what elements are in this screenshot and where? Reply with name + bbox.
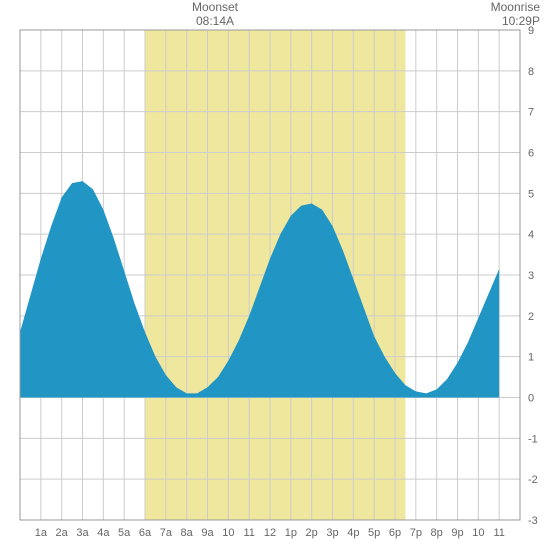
x-tick-label: 8a (181, 527, 194, 539)
y-tick-label: 3 (528, 270, 534, 282)
y-tick-label: 1 (528, 352, 534, 364)
x-tick-label: 12 (264, 527, 276, 539)
x-tick-label: 10 (472, 527, 484, 539)
chart-svg: -3-2-101234567891a2a3a4a5a6a7a8a9a101112… (0, 0, 550, 550)
x-tick-label: 6p (389, 527, 401, 539)
y-tick-label: 5 (528, 188, 534, 200)
x-tick-label: 9p (451, 527, 463, 539)
x-tick-label: 5p (368, 527, 380, 539)
x-tick-label: 8p (431, 527, 443, 539)
x-tick-label: 2a (56, 527, 69, 539)
x-tick-label: 4p (347, 527, 359, 539)
y-tick-label: -2 (528, 474, 538, 486)
moonrise-label: Moonrise 10:29P (491, 0, 540, 28)
tide-chart: Moonset 08:14A Moonrise 10:29P -3-2-1012… (0, 0, 550, 550)
moonset-label: Moonset 08:14A (185, 0, 245, 28)
x-tick-label: 1p (285, 527, 297, 539)
x-tick-label: 2p (306, 527, 318, 539)
y-tick-label: 6 (528, 148, 534, 160)
x-tick-label: 6a (139, 527, 152, 539)
y-tick-label: 7 (528, 107, 534, 119)
y-tick-label: -1 (528, 433, 538, 445)
moonset-title: Moonset (185, 0, 245, 14)
y-tick-label: 0 (528, 393, 534, 405)
x-tick-label: 3p (326, 527, 338, 539)
x-tick-label: 10 (222, 527, 234, 539)
x-tick-label: 7p (410, 527, 422, 539)
x-tick-label: 5a (118, 527, 131, 539)
x-tick-label: 11 (493, 527, 504, 539)
moonrise-time: 10:29P (491, 14, 540, 28)
y-tick-label: 4 (528, 229, 534, 241)
x-tick-label: 11 (243, 527, 254, 539)
moonrise-title: Moonrise (491, 0, 540, 14)
x-tick-label: 4a (97, 527, 110, 539)
x-tick-label: 1a (35, 527, 48, 539)
x-tick-label: 9a (201, 527, 214, 539)
moonset-time: 08:14A (185, 14, 245, 28)
y-tick-label: -3 (528, 515, 538, 527)
x-tick-label: 3a (76, 527, 89, 539)
x-tick-label: 7a (160, 527, 173, 539)
y-tick-label: 2 (528, 311, 534, 323)
y-tick-label: 8 (528, 66, 534, 78)
